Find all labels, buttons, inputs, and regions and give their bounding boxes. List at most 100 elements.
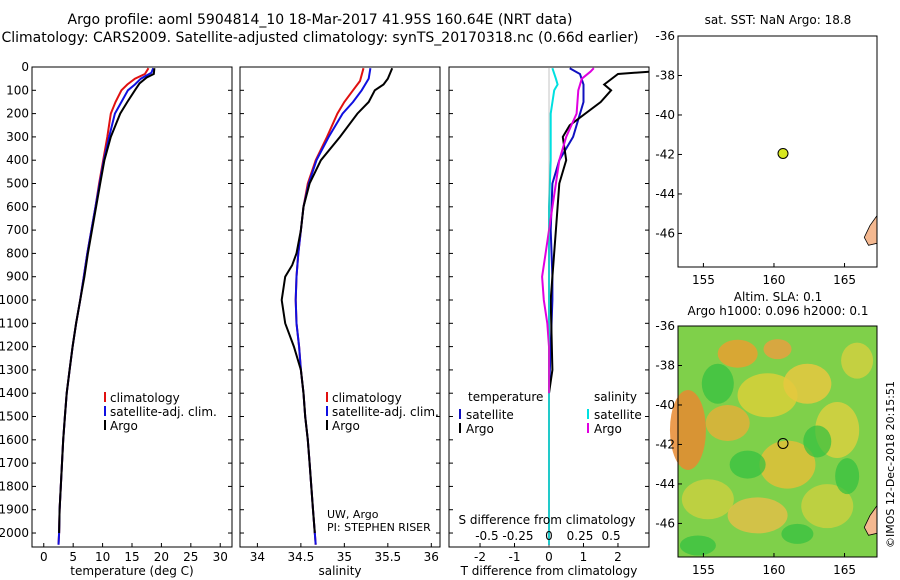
sal-xtick-label: 35.5: [374, 550, 401, 564]
sla-map-xtick-label: 155: [692, 563, 715, 577]
diff-series-line: [541, 67, 595, 394]
depth-tick-label: 0: [21, 60, 29, 74]
sst-map-ytick-label: -44: [655, 187, 675, 201]
title-line-1: Argo profile: aoml 5904814_10 18-Mar-201…: [67, 12, 573, 28]
sla-map-sla-blob: [801, 484, 854, 529]
pi-annotation: PI: STEPHEN RISER: [327, 521, 431, 534]
sla-map-xtick-label: 165: [833, 563, 856, 577]
sla-map-ytick-label: -44: [655, 477, 675, 491]
diff-xtick-label: -1: [509, 550, 521, 564]
sla-map-argo-marker: [777, 437, 789, 449]
temp-xtick-label: 10: [95, 550, 110, 564]
temp-xtick-label: 0: [40, 550, 48, 564]
sla-map-sla-blob: [737, 373, 798, 418]
diff-series-line: [548, 67, 585, 545]
diff-top-xlabel: S difference from climatology: [459, 513, 636, 527]
pi-annotation: UW, Argo: [327, 508, 379, 521]
sal-series-line: [294, 67, 365, 545]
sla-map-sla-low: [781, 523, 814, 544]
sla-map-sla-blob: [727, 497, 788, 534]
depth-tick-label: 1500: [0, 410, 29, 424]
temp-series-line: [57, 67, 150, 545]
sst-map-ytick-label: -40: [655, 108, 675, 122]
depth-tick-label: 500: [6, 177, 29, 191]
sal-xtick-label: 36: [424, 550, 439, 564]
sal-xtick-label: 34.5: [288, 550, 315, 564]
sal-frame: [239, 66, 441, 548]
sst-map-xtick-label: 155: [692, 273, 715, 287]
sla-map-sla-blob: [669, 389, 706, 470]
sla-map-sla-blob: [783, 363, 832, 404]
sal-legend-label: satellite-adj. clim.: [332, 405, 439, 419]
temp-xtick-label: 30: [213, 550, 228, 564]
sst-map-argo-marker: [777, 147, 789, 159]
diff-top-tick-label: -0.25: [502, 529, 533, 543]
depth-tick-label: 2000: [0, 526, 29, 540]
sal-panel: 34 34.5 35 35.5 36 salinity climatologysatelli…: [239, 66, 441, 578]
depth-tick-label: 1200: [0, 340, 29, 354]
diff-xtick-label: -2: [474, 550, 486, 564]
depth-tick-label: 300: [6, 130, 29, 144]
sla-map-subtitle: Argo h1000: 0.096 h2000: 0.1: [688, 304, 869, 318]
diff-top-tick-label: 0: [545, 529, 553, 543]
sla-map-sla-blob: [763, 339, 792, 360]
sla-map-ytick-label: -40: [655, 398, 675, 412]
depth-tick-label: 1800: [0, 479, 29, 493]
sla-map-ytick-label: -38: [655, 358, 675, 372]
depth-tick-label: 400: [6, 153, 29, 167]
diff-top-tick-label: -0.5: [475, 529, 498, 543]
sal-xlabel: salinity: [318, 564, 361, 578]
sst-map-coastline: [863, 214, 878, 246]
sst-map-title: sat. SST: NaN Argo: 18.8: [705, 13, 852, 27]
legend-temperature-label: Argo: [466, 422, 494, 436]
sal-legend-label: climatology: [332, 391, 402, 405]
sla-map-ytick-label: -42: [655, 437, 675, 451]
diff-xtick-label: 1: [580, 550, 588, 564]
depth-tick-label: 1300: [0, 363, 29, 377]
sst-map-ytick-label: -42: [655, 147, 675, 161]
temp-legend-label: Argo: [110, 419, 138, 433]
sal-xtick-label: 35: [337, 550, 352, 564]
sst-map-ytick-label: -38: [655, 68, 675, 82]
diff-series-line: [548, 70, 650, 533]
diff-xtick-label: 2: [614, 550, 622, 564]
sal-series-line: [280, 67, 394, 534]
temp-xtick-label: 5: [69, 550, 77, 564]
depth-tick-label: 100: [6, 83, 29, 97]
sla-map-sla-low: [729, 450, 766, 479]
sst-map-panel: 155 160 165 -36 -38 -40 -42 -44 -46: [655, 29, 878, 287]
legend-salinity-label: Argo: [594, 422, 622, 436]
sla-map-ytick-label: -36: [655, 319, 675, 333]
depth-tick-label: 900: [6, 270, 29, 284]
legend-temperature-title: temperature: [468, 390, 543, 404]
sst-map-frame: [677, 35, 878, 268]
temp-xtick-label: 20: [154, 550, 169, 564]
temp-series-line: [58, 68, 156, 534]
sal-series-line: [294, 68, 372, 545]
sla-map-sla-blob: [705, 405, 750, 442]
diff-top-tick-label: 0.5: [602, 529, 621, 543]
depth-tick-label: 700: [6, 223, 29, 237]
depth-tick-label: 200: [6, 107, 29, 121]
sla-map-title: Altim. SLA: 0.1: [734, 290, 822, 304]
sla-map-sla-low: [835, 458, 860, 495]
sla-map-ytick-label: -46: [655, 516, 675, 530]
temp-legend-label: satellite-adj. clim.: [110, 405, 217, 419]
depth-tick-label: 1600: [0, 433, 29, 447]
temp-panel: 0100200300400500600700800900100011001200…: [0, 60, 233, 578]
diff-panel: -2 -1 0 1 2T difference from climatology temp…: [448, 66, 650, 578]
sal-legend-label: Argo: [332, 419, 360, 433]
temp-xtick-label: 15: [124, 550, 139, 564]
sst-map-ytick-label: -46: [655, 226, 675, 240]
temp-legend-label: climatology: [110, 391, 180, 405]
sla-map-panel: 155 160 165 -36 -38 -40 -42 -44 -46: [655, 319, 878, 577]
sla-map-sla-blob: [841, 342, 874, 379]
sla-map-sla-low: [701, 363, 734, 404]
sst-map-xtick-label: 165: [833, 273, 856, 287]
legend-salinity-label: satellite: [594, 408, 642, 422]
sla-map-sla-low: [679, 535, 716, 556]
sla-map-frame: [677, 325, 878, 558]
sla-map-sla-blob: [759, 440, 816, 489]
depth-tick-label: 800: [6, 246, 29, 260]
